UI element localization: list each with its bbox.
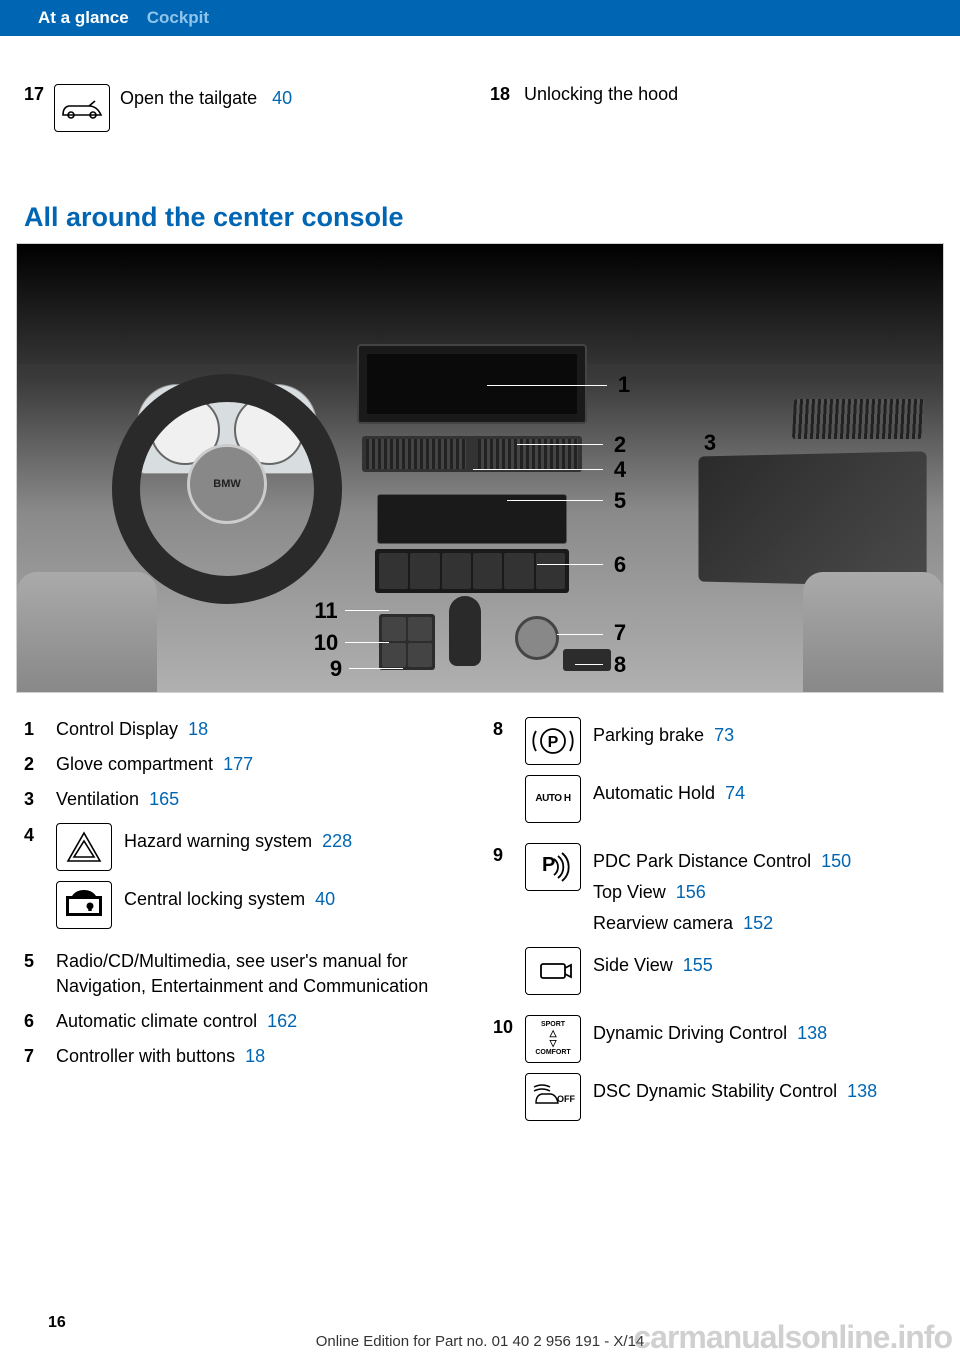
dynamic-drive-icon: SPORT △ ▽ COMFORT	[525, 1015, 581, 1063]
entry-5: 5 Radio/CD/Multimedia, see user's manual…	[24, 949, 467, 999]
item-18: 18 Unlocking the hood	[470, 84, 936, 132]
callout-7: 7	[607, 620, 633, 646]
tailgate-icon	[54, 84, 110, 132]
pdc-icon: P	[525, 843, 581, 891]
entry-1: 1 Control Display 18	[24, 717, 467, 742]
side-view-icon	[525, 947, 581, 995]
entry-9: 9 P PDC Park Distance Control 150 Top Vi…	[493, 843, 936, 1005]
auto-hold-icon: AUTO H	[525, 775, 581, 823]
item-18-text: Unlocking the hood	[524, 84, 678, 105]
callout-4: 4	[607, 457, 633, 483]
entry-4: 4 Hazard warning system 228 Central lock…	[24, 823, 467, 939]
svg-text:P: P	[542, 854, 555, 876]
callout-8: 8	[607, 652, 633, 678]
svg-text:P: P	[548, 734, 559, 751]
callout-1: 1	[611, 372, 637, 398]
item-17: 17 Open the tailgate 40	[24, 84, 470, 132]
item-17-num: 17	[24, 84, 44, 105]
item-18-num: 18	[490, 84, 510, 105]
entry-7: 7 Controller with buttons 18	[24, 1044, 467, 1069]
header-subsection: Cockpit	[147, 8, 209, 28]
callout-11: 11	[313, 598, 339, 624]
entry-3: 3 Ventilation 165	[24, 787, 467, 812]
header-section: At a glance	[38, 8, 129, 28]
entry-2: 2 Glove compartment 177	[24, 752, 467, 777]
footer-text: Online Edition for Part no. 01 40 2 956 …	[0, 1333, 960, 1350]
callout-3: 3	[697, 430, 723, 456]
entry-6: 6 Automatic climate control 162	[24, 1009, 467, 1034]
legend-columns: 1 Control Display 18 2 Glove compartment…	[0, 717, 960, 1141]
central-lock-icon	[56, 881, 112, 929]
callout-6: 6	[607, 552, 633, 578]
parking-brake-icon: P	[525, 717, 581, 765]
item-17-text: Open the tailgate	[120, 88, 257, 108]
callout-2: 2	[607, 432, 633, 458]
right-column: 8 P Parking brake 73 AUTO H Automatic Ho…	[493, 717, 936, 1141]
center-console-diagram: BMW 1 2 3 4 5 6 7 8 9 10 11	[16, 243, 944, 693]
dsc-icon: OFF	[525, 1073, 581, 1121]
svg-text:OFF: OFF	[557, 1094, 575, 1104]
callout-5: 5	[607, 488, 633, 514]
callout-10: 10	[313, 630, 339, 656]
callout-9: 9	[323, 656, 349, 682]
section-title: All around the center console	[0, 202, 960, 233]
hazard-icon	[56, 823, 112, 871]
page-number: 16	[48, 1314, 66, 1332]
page-header: At a glance Cockpit	[0, 0, 960, 36]
top-items: 17 Open the tailgate 40 18 Unlocking the…	[0, 84, 960, 132]
entry-10: 10 SPORT △ ▽ COMFORT Dynamic Driving Con…	[493, 1015, 936, 1131]
left-column: 1 Control Display 18 2 Glove compartment…	[24, 717, 467, 1141]
item-17-ref[interactable]: 40	[272, 88, 292, 108]
entry-8: 8 P Parking brake 73 AUTO H Automatic Ho…	[493, 717, 936, 833]
